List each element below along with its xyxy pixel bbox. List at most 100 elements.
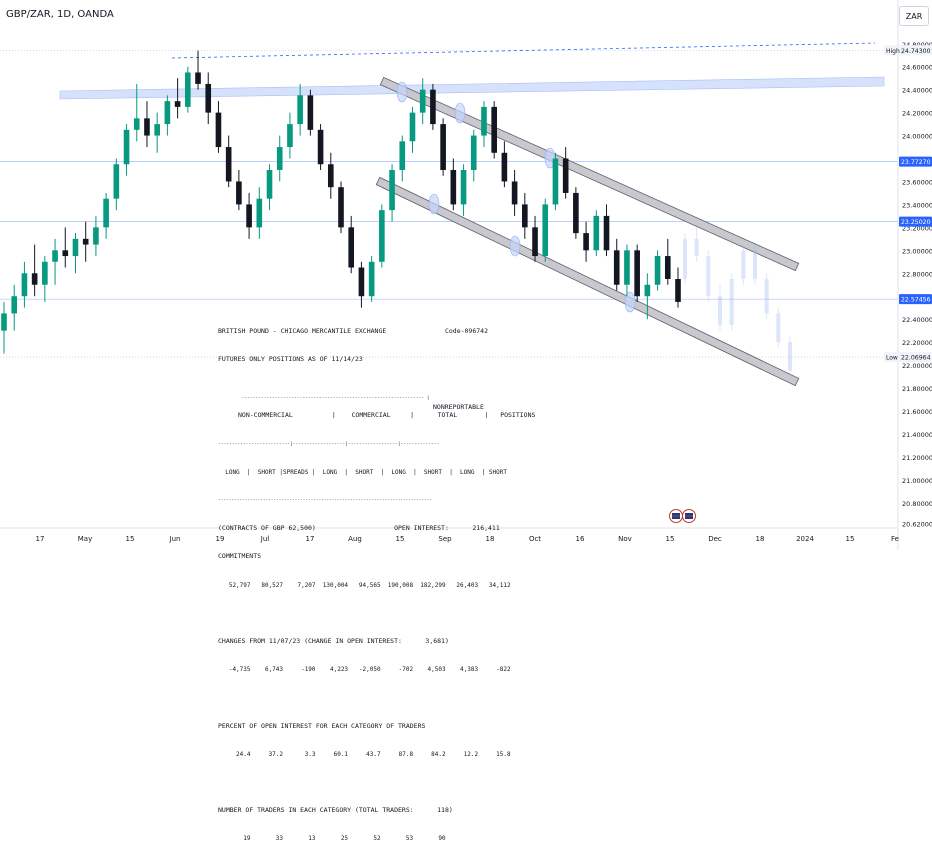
price-tag-box <box>899 45 932 56</box>
economic-events[interactable] <box>669 509 696 523</box>
projection-candle <box>729 273 734 331</box>
projection-candle <box>694 227 699 262</box>
candle <box>440 118 446 176</box>
candle-body <box>82 238 89 245</box>
price-tick-label: 21.20000 <box>902 454 932 462</box>
candle-body <box>603 215 610 251</box>
cot-changes-label: CHANGES FROM 11/07/23 (CHANGE IN OPEN IN… <box>218 637 449 646</box>
candle-body <box>399 141 406 170</box>
candle-body <box>276 147 283 170</box>
candle-body <box>205 83 212 113</box>
candle-body <box>593 215 600 251</box>
cot-separator-top: ----------------------------------------… <box>241 395 430 401</box>
candle <box>11 284 18 331</box>
event-flag-icon[interactable] <box>682 509 696 523</box>
cot-contracts-line: (CONTRACTS OF GBP 62,500) OPEN INTEREST:… <box>218 524 500 533</box>
chart-container[interactable]: 24.80000 24.60000 24.40000 24.20000 24.00000… <box>0 0 932 842</box>
time-tick-label: Jun <box>169 535 181 543</box>
time-tick-label: Fe <box>891 535 899 543</box>
time-tick-label: 17 <box>36 535 45 543</box>
price-tick-label: 24.60000 <box>902 64 932 72</box>
candle-body <box>379 210 385 262</box>
cot-percent-label: PERCENT OF OPEN INTEREST FOR EACH CATEGO… <box>218 721 426 730</box>
price-tick-label: 23.20000 <box>902 224 932 232</box>
candle-body <box>133 118 140 130</box>
candle <box>82 221 89 262</box>
projection-candle <box>741 244 746 285</box>
cot-percent-values: 24.4 37.2 3.3 60.1 43.7 87.8 84.2 12.2 1… <box>218 750 511 758</box>
price-tick-label: 20.62000 <box>902 520 932 528</box>
time-tick-label: 15 <box>666 535 675 543</box>
price-tick-label: 21.40000 <box>902 431 932 439</box>
projection-body <box>706 256 711 297</box>
candle <box>72 233 79 274</box>
currency-badge[interactable]: ZAR <box>899 6 929 26</box>
candle-body <box>21 273 28 297</box>
touch-marker <box>428 193 440 215</box>
event-flag-icon[interactable] <box>669 509 683 523</box>
price-tick-label: 22.40000 <box>902 316 932 324</box>
time-tick-label: 15 <box>126 535 135 543</box>
time-tick-label: 2024 <box>796 535 814 543</box>
cot-changes-values: -4,735 6,743 -190 4,223 -2,050 -702 4,50… <box>218 666 511 674</box>
projection-body <box>729 279 734 325</box>
candle <box>338 181 344 234</box>
candle <box>644 273 651 320</box>
candle <box>542 198 549 262</box>
price-tick-label: 21.80000 <box>902 385 932 393</box>
candle-body <box>511 181 518 205</box>
time-axis[interactable]: 17 May 15 Jun 19 Jul 17 Aug 15 Sep 18 Oct 16 Nov 15 Dec… <box>0 527 899 543</box>
price-tick-label: 22.80000 <box>902 270 932 278</box>
candle-body <box>573 192 579 234</box>
candle-body <box>338 187 344 228</box>
candle <box>256 187 263 239</box>
candle <box>583 221 589 262</box>
time-tick-label: 16 <box>576 535 585 543</box>
projection-body <box>694 238 699 257</box>
time-tick-label: 18 <box>486 535 495 543</box>
candle-body <box>42 261 48 285</box>
candle-body <box>225 147 232 182</box>
candle-body <box>552 158 559 205</box>
candle <box>470 129 477 182</box>
price-axis[interactable]: 24.80000 24.60000 24.40000 24.20000 24.00000… <box>884 0 932 550</box>
candle-body <box>430 89 436 125</box>
price-tag-label: Low <box>886 355 898 362</box>
candle-body <box>123 129 130 165</box>
price-tag-label: High <box>886 48 900 55</box>
cot-traders-values: 19 33 13 25 52 53 90 <box>218 835 446 843</box>
candle-body <box>164 101 171 125</box>
touch-marker <box>624 291 636 313</box>
candle-body <box>440 124 446 170</box>
price-chart[interactable]: 24.80000 24.60000 24.40000 24.20000 24.00000… <box>0 0 932 550</box>
candle <box>399 135 406 182</box>
candle <box>389 164 395 222</box>
candle <box>103 192 109 239</box>
price-tick-label: 20.80000 <box>902 500 932 508</box>
projection-series <box>683 227 792 377</box>
candlestick-series <box>1 50 681 354</box>
candle-body <box>562 158 569 193</box>
candle-body <box>11 296 18 314</box>
price-tick-label: 22.20000 <box>902 339 932 347</box>
candle <box>368 256 375 302</box>
candle <box>21 261 28 308</box>
cot-nonreportable: NONREPORTABLE <box>433 403 484 412</box>
candle-body <box>532 227 538 257</box>
price-tick-label: 21.00000 <box>902 477 932 485</box>
candle <box>62 227 69 268</box>
symbol-title[interactable]: GBP/ZAR, 1D, OANDA <box>6 9 114 20</box>
projection-body <box>683 238 687 279</box>
dashed-trend-line <box>171 42 876 59</box>
candle-body <box>113 164 120 199</box>
candle-body <box>144 118 150 136</box>
candle-body <box>542 204 549 257</box>
time-tick-label: Nov <box>618 535 632 543</box>
price-tag: 23.25020 <box>899 216 932 227</box>
price-tag-value: 24.74300 <box>901 48 931 55</box>
projection-body <box>741 250 746 279</box>
price-tag-label-box <box>884 45 898 56</box>
candle <box>481 101 487 148</box>
candle <box>31 244 38 297</box>
